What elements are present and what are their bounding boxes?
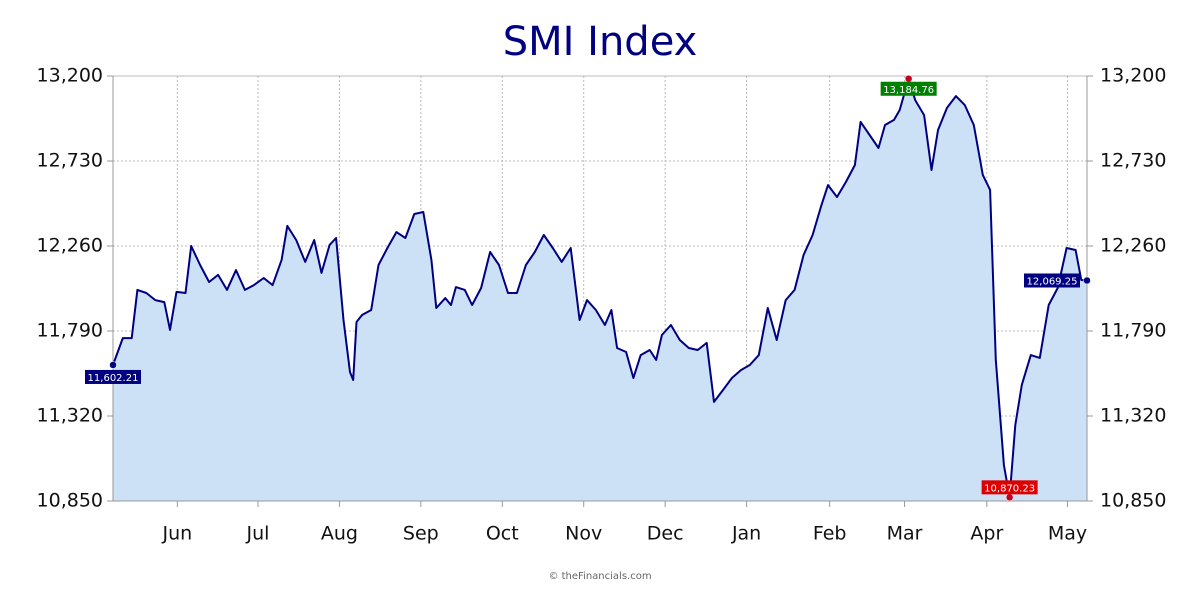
y-tick-label: 12,730 [37,150,103,172]
y-tick-label: 10,850 [37,490,103,512]
y-tick-label: 11,790 [37,320,103,342]
value-label-box [1024,273,1080,288]
x-tick-label: Jul [245,523,269,545]
y-tick-label: 11,320 [37,405,103,427]
x-tick-label: Aug [321,523,358,545]
value-label-box [981,480,1038,495]
x-tick-label: Jan [731,523,761,545]
y2-tick-label: 11,790 [1100,320,1166,342]
x-tick-label: May [1048,523,1087,545]
value-label: 11,602.21 [88,373,139,384]
y2-tick-label: 11,320 [1100,405,1166,427]
point-marker [1005,493,1014,502]
value-label-box [880,81,937,96]
x-tick-label: Apr [970,523,1003,545]
y2-tick-label: 12,260 [1100,235,1166,257]
value-label: 10,870.23 [984,483,1035,494]
source-note: © theFinancials.com [548,571,651,582]
x-tick-label: Feb [813,523,847,545]
x-tick-label: Dec [647,523,684,545]
point-marker [1083,276,1091,285]
value-label: 12,069.25 [1027,276,1078,287]
point-marker [109,361,117,369]
x-tick-label: Nov [565,523,602,545]
chart-title: SMI Index [503,19,698,65]
y-tick-label: 12,260 [37,235,103,257]
y2-tick-label: 13,200 [1100,65,1166,87]
y2-tick-label: 10,850 [1100,490,1166,512]
line [112,77,1088,499]
x-tick-label: Mar [887,523,923,545]
y-tick-label: 13,200 [37,65,103,87]
area-fill [113,78,1087,502]
x-tick-label: Sep [403,523,439,545]
y2-tick-label: 12,730 [1100,150,1166,172]
value-label: 13,184.76 [883,85,934,96]
x-tick-label: Oct [486,523,519,545]
point-marker [904,75,913,83]
value-label-box [85,369,141,384]
x-tick-label: Jun [161,523,192,545]
